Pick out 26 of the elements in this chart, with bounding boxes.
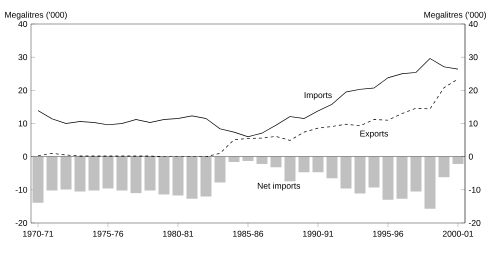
y2-tick-label: 0 [468,154,473,160]
y2-tick-label: 20 [468,87,478,94]
series-label: Net imports [258,182,300,190]
y2-axis-title: Megalitres ('000) [424,12,486,20]
x-tick-label: 1970-71 [23,230,54,237]
y2-tick-label: 10 [469,120,478,126]
y-tick-label: 10 [18,120,28,126]
x-tick-label: 2000-01 [442,230,474,237]
x-tick-label: 1975-76 [93,230,124,237]
y-tick-label: 30 [18,54,28,60]
x-tick-label: 1995-96 [373,230,404,237]
y2-tick-label: -10 [468,186,480,193]
y2-tick-label: -20 [468,220,480,226]
series-label: Exports [360,130,388,138]
y-tick-label: -10 [16,186,28,193]
x-tick-label: 1985-86 [233,230,264,237]
y-tick-label: 40 [18,21,28,27]
y-axis-title: Megalitres ('000) [5,12,67,20]
x-tick-label: 1980-81 [163,230,194,237]
y-tick-label: 20 [18,87,28,94]
y-tick-label: -20 [16,220,28,226]
y-tick-label: 0 [23,154,28,160]
y2-tick-label: 30 [468,54,478,60]
x-tick-label: 1990-91 [303,230,334,237]
series-label: Imports [304,92,332,100]
y2-tick-label: 40 [468,21,478,27]
